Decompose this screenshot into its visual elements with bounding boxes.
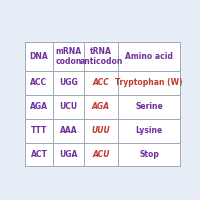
- Text: ACU: ACU: [92, 150, 110, 159]
- Text: ACC: ACC: [30, 78, 48, 87]
- Text: tRNA
anticodon: tRNA anticodon: [79, 47, 123, 66]
- Text: ACT: ACT: [31, 150, 47, 159]
- Text: UUU: UUU: [92, 126, 110, 135]
- Text: Tryptophan (W): Tryptophan (W): [115, 78, 183, 87]
- Text: Serine: Serine: [135, 102, 163, 111]
- Text: AAA: AAA: [60, 126, 77, 135]
- Text: AGA: AGA: [30, 102, 48, 111]
- Text: TTT: TTT: [31, 126, 47, 135]
- Text: UCU: UCU: [59, 102, 77, 111]
- Bar: [25, 42, 180, 71]
- Text: UGG: UGG: [59, 78, 78, 87]
- Bar: [25, 71, 180, 95]
- Text: Lysine: Lysine: [135, 126, 163, 135]
- Text: Amino acid: Amino acid: [125, 52, 173, 61]
- Text: DNA: DNA: [30, 52, 48, 61]
- Text: ACC: ACC: [93, 78, 109, 87]
- Bar: [25, 143, 180, 166]
- Text: UGA: UGA: [59, 150, 78, 159]
- Bar: [25, 95, 180, 119]
- Bar: [25, 119, 180, 143]
- Text: Stop: Stop: [139, 150, 159, 159]
- Text: AGA: AGA: [92, 102, 110, 111]
- Text: mRNA
codon: mRNA codon: [55, 47, 82, 66]
